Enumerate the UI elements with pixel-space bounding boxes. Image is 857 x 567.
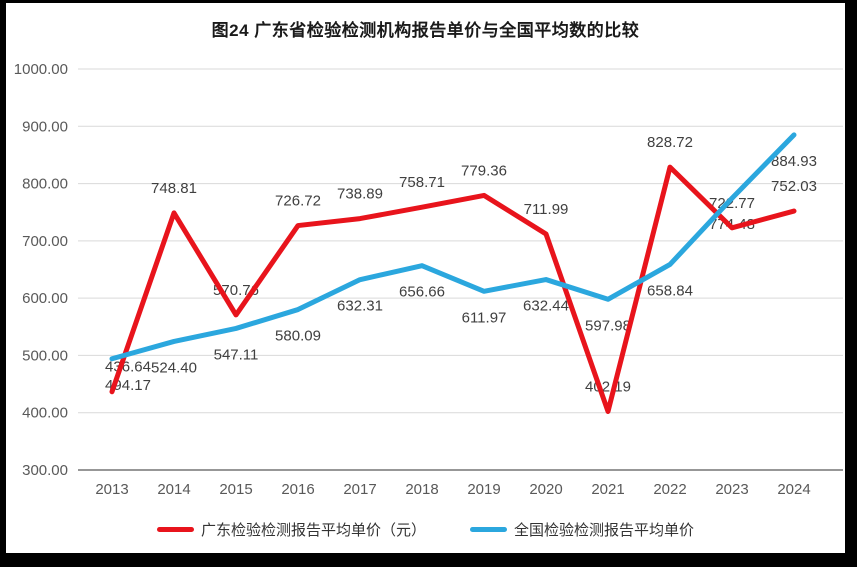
y-axis-tick-label: 1000.00 — [14, 61, 68, 78]
legend-label-guangdong: 广东检验检测报告平均单价（元） — [200, 522, 426, 539]
data-label: 402.19 — [585, 378, 631, 395]
x-axis-tick-label: 2024 — [777, 481, 810, 498]
series-line-guangdong — [109, 164, 797, 414]
data-label: 828.72 — [647, 134, 693, 151]
y-axis-tick-label: 600.00 — [22, 290, 68, 307]
x-axis-tick-label: 2021 — [591, 481, 624, 498]
x-axis-tick-label: 2018 — [405, 481, 438, 498]
x-axis-tick-label: 2013 — [95, 481, 128, 498]
chart-title: 图24 广东省检验检测机构报告单价与全国平均数的比较 — [211, 21, 640, 40]
data-label: 656.66 — [399, 284, 445, 301]
x-axis-tick-label: 2014 — [157, 481, 190, 498]
line-chart: 300.00 400.00 500.00 600.00 700.00 800.00 900.… — [14, 61, 843, 498]
data-label: 738.89 — [337, 186, 383, 203]
data-label: 632.31 — [337, 298, 383, 315]
x-axis-tick-label: 2020 — [529, 481, 562, 498]
data-label: 547.11 — [214, 346, 259, 363]
x-axis-tick-label: 2015 — [219, 481, 252, 498]
y-axis-tick-label: 300.00 — [22, 462, 68, 479]
data-label: 884.93 — [771, 153, 817, 170]
y-axis-tick-label: 900.00 — [22, 118, 68, 135]
data-label: 597.98 — [585, 317, 631, 334]
y-axis-tick-label: 500.00 — [22, 347, 68, 364]
data-label: 726.72 — [275, 193, 321, 210]
legend-label-national: 全国检验检测报告平均单价 — [514, 522, 695, 539]
data-label: 436.64 — [105, 359, 151, 376]
x-axis-tick-label: 2023 — [715, 481, 748, 498]
data-label: 779.36 — [461, 162, 507, 179]
x-axis-tick-label: 2022 — [653, 481, 686, 498]
blue-line-swatch-icon — [470, 527, 507, 532]
x-axis-tick-label: 2019 — [467, 481, 500, 498]
data-label: 580.09 — [275, 328, 321, 345]
chart-legend: 广东检验检测报告平均单价（元） 全国检验检测报告平均单价 — [6, 519, 845, 540]
data-label: 632.44 — [523, 298, 569, 315]
y-axis-tick-label: 800.00 — [22, 176, 68, 193]
chart-surface: 图24 广东省检验检测机构报告单价与全国平均数的比较 300.00 400.00 5… — [6, 3, 845, 553]
series-line-national — [109, 132, 797, 362]
legend-item-national: 全国检验检测报告平均单价 — [470, 519, 694, 540]
red-line-swatch-icon — [156, 527, 194, 532]
legend-item-guangdong: 广东检验检测报告平均单价（元） — [156, 519, 426, 540]
data-label: 758.71 — [399, 174, 445, 191]
y-axis-tick-label: 700.00 — [22, 233, 68, 250]
data-label: 524.40 — [151, 359, 197, 376]
data-label: 748.81 — [151, 180, 197, 197]
x-axis-tick-label: 2017 — [343, 481, 376, 498]
x-axis-tick-label: 2016 — [281, 481, 314, 498]
data-label: 711.99 — [524, 201, 569, 218]
data-label: 658.84 — [647, 282, 693, 299]
y-axis-tick-label: 400.00 — [22, 405, 68, 422]
data-label: 611.97 — [462, 309, 507, 326]
data-label: 752.03 — [771, 178, 817, 195]
